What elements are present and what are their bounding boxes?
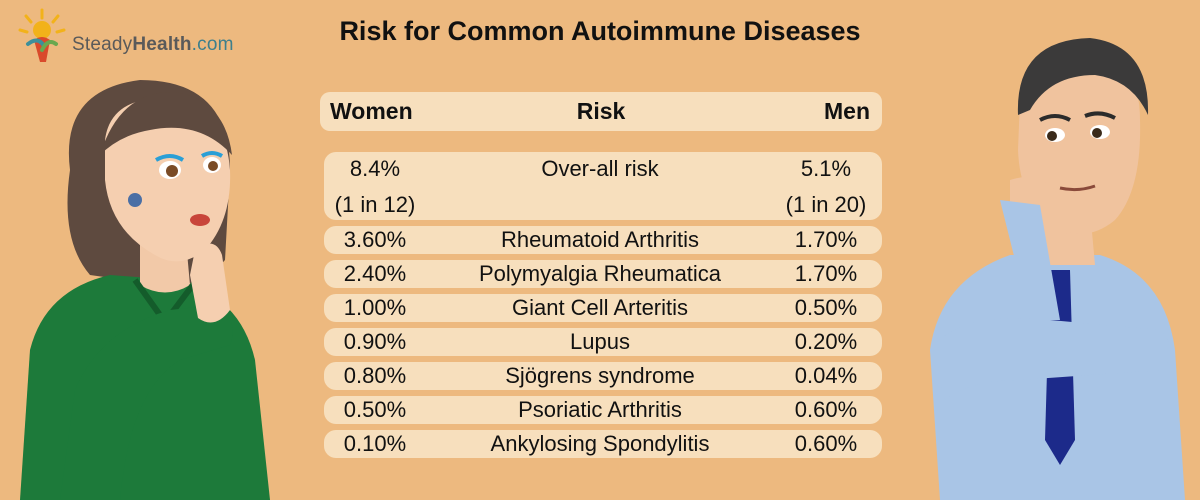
overall-women-ratio: (1 in 12) bbox=[334, 192, 416, 217]
women-risk-value: 0.10% bbox=[343, 431, 407, 456]
woman-illustration bbox=[20, 80, 270, 500]
overall-men-ratio: (1 in 20) bbox=[785, 192, 867, 217]
disease-row: 0.90% Lupus 0.20% bbox=[320, 328, 882, 356]
brand-name: Steady bbox=[72, 34, 133, 55]
men-risk-value: 0.50% bbox=[794, 295, 858, 320]
table-header: Women Risk Men bbox=[320, 92, 882, 131]
header-risk: Risk bbox=[576, 98, 626, 124]
disease-name: Rheumatoid Arthritis bbox=[500, 227, 700, 252]
women-risk-value: 0.50% bbox=[343, 397, 407, 422]
sun-person-icon bbox=[18, 8, 66, 62]
steadyhealth-logo[interactable]: SteadyHealth.com bbox=[12, 6, 233, 66]
women-risk-value: 3.60% bbox=[343, 227, 407, 252]
disease-row: 3.60% Rheumatoid Arthritis 1.70% bbox=[320, 226, 882, 254]
men-risk-value: 0.60% bbox=[794, 431, 858, 456]
women-risk-value: 1.00% bbox=[343, 295, 407, 320]
disease-name: Sjögrens syndrome bbox=[505, 363, 695, 388]
men-risk-value: 0.60% bbox=[794, 397, 858, 422]
disease-row: 1.00% Giant Cell Arteritis 0.50% bbox=[320, 294, 882, 322]
disease-name: Lupus bbox=[570, 329, 630, 354]
header-men: Men bbox=[824, 98, 870, 124]
overall-women-percent: 8.4% bbox=[349, 156, 401, 181]
women-risk-value: 2.40% bbox=[343, 261, 407, 286]
women-risk-value: 0.80% bbox=[343, 363, 407, 388]
disease-row: 0.10% Ankylosing Spondylitis 0.60% bbox=[320, 430, 882, 458]
man-illustration bbox=[930, 38, 1185, 500]
disease-name: Giant Cell Arteritis bbox=[511, 295, 689, 320]
brand-name-bold: Health bbox=[132, 34, 192, 55]
overall-men-percent: 5.1% bbox=[800, 156, 852, 181]
overall-risk-label: Over-all risk bbox=[541, 156, 659, 181]
disease-name: Ankylosing Spondylitis bbox=[490, 431, 710, 456]
men-risk-value: 1.70% bbox=[794, 261, 858, 286]
women-risk-value: 0.90% bbox=[343, 329, 407, 354]
men-risk-value: 0.04% bbox=[794, 363, 858, 388]
header-women: Women bbox=[330, 98, 413, 124]
page-title: Risk for Common Autoimmune Diseases bbox=[339, 16, 861, 46]
disease-row: 0.50% Psoriatic Arthritis 0.60% bbox=[320, 396, 882, 424]
brand-domain: .com bbox=[191, 34, 234, 55]
disease-row: 2.40% Polymyalgia Rheumatica 1.70% bbox=[320, 260, 882, 288]
men-risk-value: 0.20% bbox=[794, 329, 858, 354]
disease-name: Psoriatic Arthritis bbox=[518, 397, 682, 422]
disease-name: Polymyalgia Rheumatica bbox=[478, 261, 722, 286]
disease-row: 0.80% Sjögrens syndrome 0.04% bbox=[320, 362, 882, 390]
overall-risk-row: 8.4% (1 in 12) Over-all risk 5.1% (1 in … bbox=[320, 152, 882, 220]
men-risk-value: 1.70% bbox=[794, 227, 858, 252]
